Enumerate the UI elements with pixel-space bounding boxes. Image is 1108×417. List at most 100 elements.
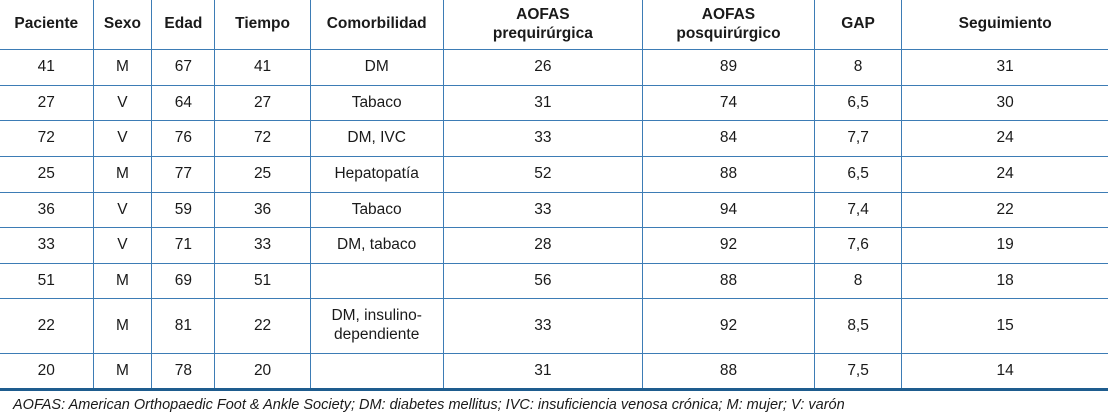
table-cell: 18 [901, 262, 1108, 300]
table-cell: 77 [151, 155, 216, 193]
table-cell: 27 [0, 84, 94, 122]
table-cell: 30 [901, 84, 1108, 122]
table-cell: 14 [901, 352, 1108, 392]
table-cell: 8,5 [813, 298, 903, 354]
table-cell: 33 [0, 227, 94, 264]
table-cell: 59 [151, 191, 216, 229]
header-row: Paciente Sexo Edad Tiempo Comorbilidad AOFAS … [0, 0, 1108, 51]
table-cell: 20 [0, 352, 94, 392]
table-row: 41 M 67 41 DM 26 89 8 31 [0, 49, 1108, 86]
table-cell: 25 [214, 155, 311, 193]
column-header: Edad [151, 0, 216, 51]
table-row: 72 V 76 72 DM, IVC 33 84 7,7 24 [0, 120, 1108, 157]
table-cell: 22 [0, 298, 94, 354]
table-row: 22 M 81 22 DM, insulino-dependiente 33 92 8,5 15 [0, 298, 1108, 354]
table-cell: 67 [151, 49, 216, 86]
table-cell: 36 [0, 191, 94, 229]
table-cell: 8 [813, 49, 903, 86]
table-cell: 41 [0, 49, 94, 86]
column-header: Tiempo [214, 0, 311, 51]
column-header: AOFAS prequirúrgica [442, 0, 644, 51]
table-cell: 89 [642, 49, 815, 86]
table-cell: 72 [214, 120, 311, 157]
table-cell: M [92, 49, 153, 86]
table-cell: 84 [642, 120, 815, 157]
table-cell: 88 [642, 155, 815, 193]
table-cell: 7,5 [813, 352, 903, 392]
table-cell: 81 [151, 298, 216, 354]
table-row: 27 V 64 27 Tabaco 31 74 6,5 30 [0, 84, 1108, 122]
table-cell [309, 262, 444, 300]
table-row: 25 M 77 25 Hepatopatía 52 88 6,5 24 [0, 155, 1108, 193]
table-cell: Hepatopatía [309, 155, 444, 193]
table-cell: DM [309, 49, 444, 86]
table-cell [309, 352, 444, 392]
table-cell: 33 [442, 120, 644, 157]
table-cell: 74 [642, 84, 815, 122]
table-cell: 22 [901, 191, 1108, 229]
table-cell: 6,5 [813, 155, 903, 193]
table-cell: 6,5 [813, 84, 903, 122]
table-cell: 71 [151, 227, 216, 264]
table-row: 20 M 78 20 31 88 7,5 14 [0, 352, 1108, 392]
table-cell: 92 [642, 227, 815, 264]
table-row: 51 M 69 51 56 88 8 18 [0, 262, 1108, 300]
column-header: GAP [813, 0, 903, 51]
table-cell: V [92, 120, 153, 157]
table-cell: 22 [214, 298, 311, 354]
table-cell: M [92, 352, 153, 392]
table-cell: 15 [901, 298, 1108, 354]
table-cell: 31 [442, 352, 644, 392]
table-cell: 33 [214, 227, 311, 264]
column-header: Seguimiento [901, 0, 1108, 51]
table-cell: M [92, 262, 153, 300]
table-cell: 51 [214, 262, 311, 300]
table-cell: 72 [0, 120, 94, 157]
column-header: AOFAS posquirúrgico [642, 0, 815, 51]
table-cell: 8 [813, 262, 903, 300]
table-cell: 7,4 [813, 191, 903, 229]
table-cell: V [92, 227, 153, 264]
table-cell: 76 [151, 120, 216, 157]
column-header: Paciente [0, 0, 94, 51]
table-cell: 33 [442, 191, 644, 229]
table-cell: DM, IVC [309, 120, 444, 157]
table-cell: 51 [0, 262, 94, 300]
table-cell: 26 [442, 49, 644, 86]
table-cell: 41 [214, 49, 311, 86]
table-cell: 78 [151, 352, 216, 392]
abbreviations-footnote: AOFAS: American Orthopaedic Foot & Ankle… [13, 397, 845, 414]
table-cell: 27 [214, 84, 311, 122]
table-cell: 31 [442, 84, 644, 122]
table-cell: 25 [0, 155, 94, 193]
table-cell: 69 [151, 262, 216, 300]
column-header: Sexo [92, 0, 153, 51]
table-cell: Tabaco [309, 84, 444, 122]
patients-data-table: Paciente Sexo Edad Tiempo Comorbilidad AOFAS … [0, 0, 1108, 392]
table-cell: 24 [901, 120, 1108, 157]
table-row: 33 V 71 33 DM, tabaco 28 92 7,6 19 [0, 227, 1108, 264]
table-row: 36 V 59 36 Tabaco 33 94 7,4 22 [0, 191, 1108, 229]
table-cell: 94 [642, 191, 815, 229]
table-cell: 7,6 [813, 227, 903, 264]
table-cell: 20 [214, 352, 311, 392]
table-cell: 92 [642, 298, 815, 354]
table-cell: V [92, 191, 153, 229]
table-cell: 36 [214, 191, 311, 229]
table-cell: 31 [901, 49, 1108, 86]
table-cell: 56 [442, 262, 644, 300]
table-cell: 33 [442, 298, 644, 354]
column-header: Comorbilidad [309, 0, 444, 51]
table-cell: V [92, 84, 153, 122]
table-cell: 88 [642, 262, 815, 300]
table-cell: 24 [901, 155, 1108, 193]
table-body: 41 M 67 41 DM 26 89 8 31 27 V 64 27 Tabaco 31 74 6,5 30 72… [0, 49, 1108, 392]
table-cell: DM, tabaco [309, 227, 444, 264]
table-cell: 7,7 [813, 120, 903, 157]
table-cell: 28 [442, 227, 644, 264]
table-header: Paciente Sexo Edad Tiempo Comorbilidad AOFAS … [0, 0, 1108, 51]
table-cell: 52 [442, 155, 644, 193]
table-cell: M [92, 298, 153, 354]
table-cell: Tabaco [309, 191, 444, 229]
